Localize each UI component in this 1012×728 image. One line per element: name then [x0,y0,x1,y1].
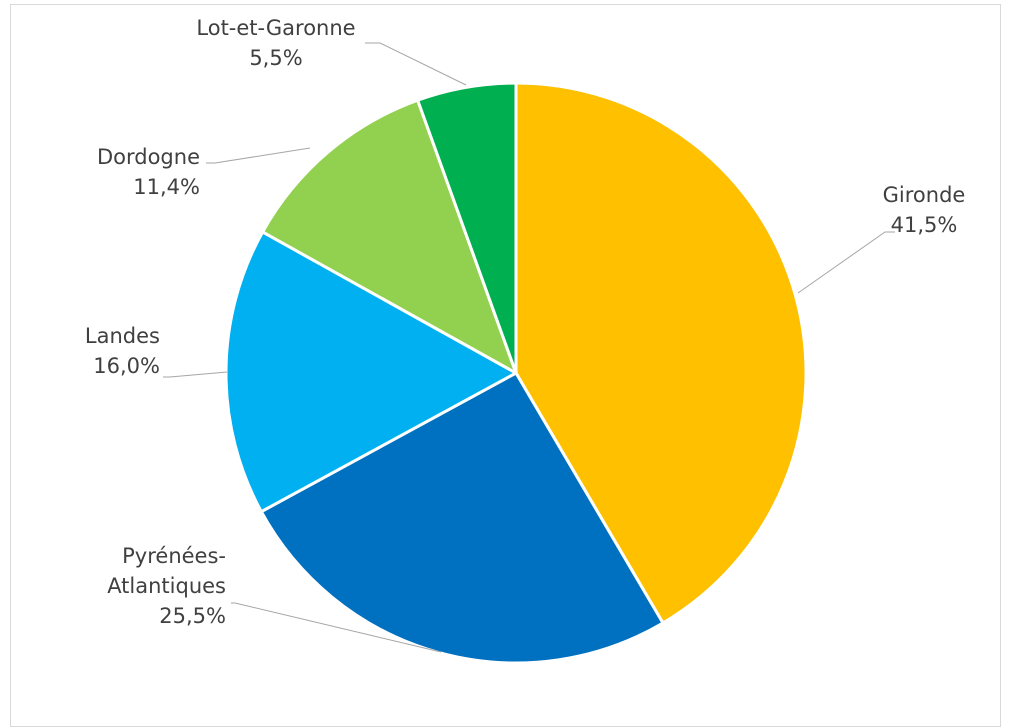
data-label-value: 16,0% [93,354,160,378]
pie-slice-lot-et-garonne [416,81,518,375]
leader-line [231,602,442,653]
data-label-category: Atlantiques [107,574,226,598]
data-label-category: Landes [85,324,160,348]
leader-line [163,371,228,378]
pie-slice-gironde [514,81,808,625]
data-label: Landes 16,0% [85,324,160,378]
data-label: Pyrénées- Atlantiques 25,5% [107,544,226,628]
data-label-category: Pyrénées- [122,544,226,568]
pie-slice-pyr-n-es-atlantiques [259,371,665,665]
leader-line [797,231,895,294]
pie-slices [224,81,808,665]
data-label: Gironde 41,5% [883,183,966,237]
data-label: Dordogne 11,4% [97,145,200,199]
leader-lines [163,42,895,653]
data-label: Lot-et-Garonne 5,5% [196,16,355,70]
data-label-category: Dordogne [97,145,200,169]
data-label-value: 41,5% [891,213,958,237]
data-label-value: 5,5% [249,46,302,70]
data-label-category: Gironde [883,183,966,207]
data-label-category: Lot-et-Garonne [196,16,355,40]
leader-line [206,147,311,164]
leader-line [365,42,467,86]
data-label-value: 25,5% [159,604,226,628]
pie-slice-dordogne [261,98,518,375]
data-label-value: 11,4% [133,175,200,199]
data-labels: Gironde 41,5% Pyrénées- Atlantiques 25,5% Lan… [85,16,965,628]
